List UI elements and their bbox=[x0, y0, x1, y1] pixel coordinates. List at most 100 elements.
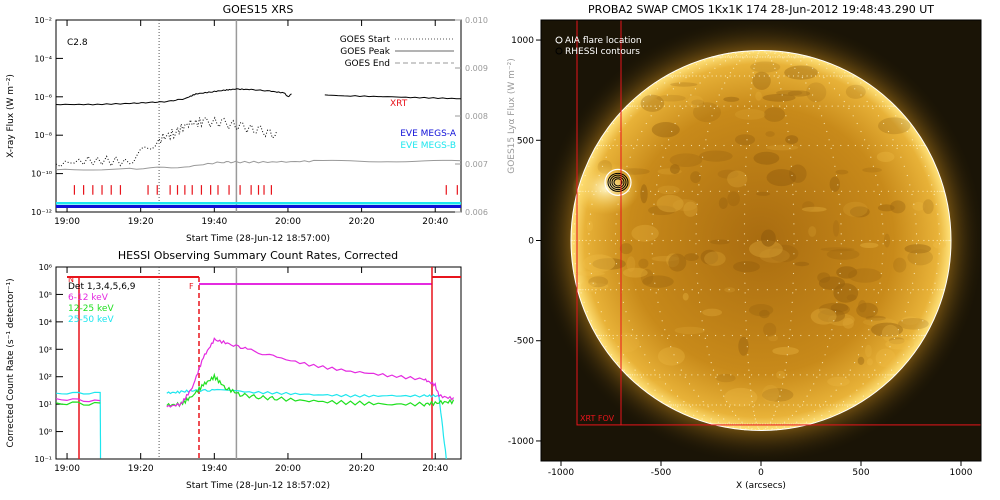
grid-dot bbox=[909, 184, 911, 186]
grid-dot bbox=[783, 426, 785, 428]
grid-dot bbox=[753, 67, 755, 69]
hessi-y-tick-label: 10² bbox=[39, 373, 52, 382]
grid-dot bbox=[790, 63, 792, 65]
sun-texture-blob bbox=[690, 171, 701, 184]
grid-dot bbox=[739, 56, 741, 58]
grid-dot bbox=[764, 51, 766, 53]
goes-y-tick-label: 10⁻⁶ bbox=[34, 93, 52, 102]
grid-dot bbox=[720, 75, 722, 77]
grid-dot bbox=[765, 105, 767, 107]
grid-dot bbox=[745, 329, 748, 331]
grid-dot bbox=[660, 165, 662, 167]
hessi-y-label: Corrected Count Rate (s⁻¹ detector⁻¹) bbox=[6, 278, 16, 447]
grid-dot bbox=[724, 404, 727, 406]
grid-dot bbox=[798, 423, 800, 425]
grid-dot bbox=[804, 190, 807, 192]
legend-detectors: Det 1,3,4,5,6,9 bbox=[68, 282, 136, 292]
grid-dot bbox=[608, 334, 611, 337]
grid-dot bbox=[766, 426, 768, 428]
sun-texture-blob bbox=[656, 194, 684, 213]
grid-dot bbox=[688, 404, 690, 406]
grid-dot bbox=[714, 67, 716, 69]
swap-legend: AIA flare location RHESSI contours bbox=[555, 36, 642, 57]
grid-dot bbox=[920, 156, 923, 158]
grid-dot bbox=[874, 369, 876, 371]
grid-dot bbox=[882, 243, 884, 245]
grid-dot bbox=[600, 311, 602, 313]
grid-dot bbox=[726, 77, 729, 79]
grid-dot bbox=[717, 56, 719, 58]
grid-dot bbox=[941, 190, 943, 192]
goes-x-tick-label: 19:40 bbox=[201, 217, 227, 227]
grid-dot bbox=[749, 52, 751, 55]
grid-dot bbox=[788, 139, 790, 141]
sun-texture-blob bbox=[748, 304, 774, 317]
grid-dot bbox=[875, 105, 877, 107]
grid-dot bbox=[881, 263, 883, 265]
grid-dot bbox=[852, 77, 854, 79]
grid-dot bbox=[753, 404, 756, 406]
sun-texture-blob bbox=[858, 300, 867, 313]
grid-dot bbox=[772, 374, 774, 376]
grid-dot bbox=[780, 389, 782, 391]
grid-dot bbox=[666, 94, 669, 96]
sun-texture-blob bbox=[857, 356, 865, 365]
grid-dot bbox=[723, 105, 725, 107]
grid-dot bbox=[685, 105, 687, 107]
goes-y-tick-label: 10⁻¹² bbox=[31, 208, 52, 217]
sun-texture-blob bbox=[586, 220, 594, 232]
grid-dot bbox=[735, 52, 737, 55]
grid-dot bbox=[823, 122, 825, 125]
grid-dot bbox=[673, 404, 675, 406]
grid-dot bbox=[875, 301, 878, 303]
grid-dot bbox=[784, 56, 786, 58]
grid-dot bbox=[654, 239, 656, 242]
grid-dot bbox=[721, 56, 723, 58]
grid-dot bbox=[782, 383, 784, 385]
grid-dot bbox=[723, 334, 725, 337]
grid-dot bbox=[750, 389, 752, 391]
sun-texture-blob bbox=[755, 91, 762, 101]
grid-dot bbox=[685, 75, 687, 77]
grid-dot bbox=[721, 88, 723, 90]
grid-dot bbox=[691, 105, 693, 107]
grid-dot bbox=[723, 56, 725, 58]
grid-dot bbox=[720, 56, 722, 58]
grid-dot bbox=[608, 329, 610, 331]
grid-dot bbox=[901, 289, 903, 291]
grid-dot bbox=[725, 56, 727, 58]
grid-dot bbox=[637, 383, 639, 385]
grid-dot bbox=[709, 190, 712, 192]
grid-dot bbox=[599, 289, 602, 291]
grid-dot bbox=[715, 144, 717, 147]
grid-dot bbox=[928, 174, 930, 177]
sun-texture-blob bbox=[631, 224, 659, 242]
hessi-y-tick-label: 10¹ bbox=[39, 400, 52, 409]
grid-dot bbox=[941, 289, 943, 291]
sun-texture-blob bbox=[647, 380, 671, 394]
grid-dot bbox=[710, 105, 712, 107]
grid-dot bbox=[700, 190, 702, 192]
grid-dot bbox=[749, 100, 751, 103]
grid-dot bbox=[912, 289, 914, 291]
grid-dot bbox=[831, 374, 833, 376]
grid-dot bbox=[720, 389, 722, 391]
grid-dot bbox=[613, 122, 615, 125]
grid-dot bbox=[642, 144, 644, 147]
grid-dot bbox=[604, 289, 607, 291]
grid-dot bbox=[768, 75, 770, 77]
sun-texture-blob bbox=[651, 255, 679, 262]
grid-dot bbox=[877, 239, 879, 242]
grid-dot bbox=[868, 329, 870, 331]
grid-dot bbox=[634, 369, 636, 371]
grid-dot bbox=[582, 190, 584, 192]
grid-dot bbox=[724, 75, 727, 77]
grid-dot bbox=[787, 52, 789, 55]
grid-dot bbox=[840, 263, 842, 265]
grid-dot bbox=[652, 213, 654, 215]
grid-dot bbox=[848, 107, 850, 110]
grid-dot bbox=[732, 426, 734, 428]
grid-dot bbox=[642, 374, 645, 376]
grid-dot bbox=[858, 374, 860, 376]
grid-dot bbox=[710, 418, 712, 420]
